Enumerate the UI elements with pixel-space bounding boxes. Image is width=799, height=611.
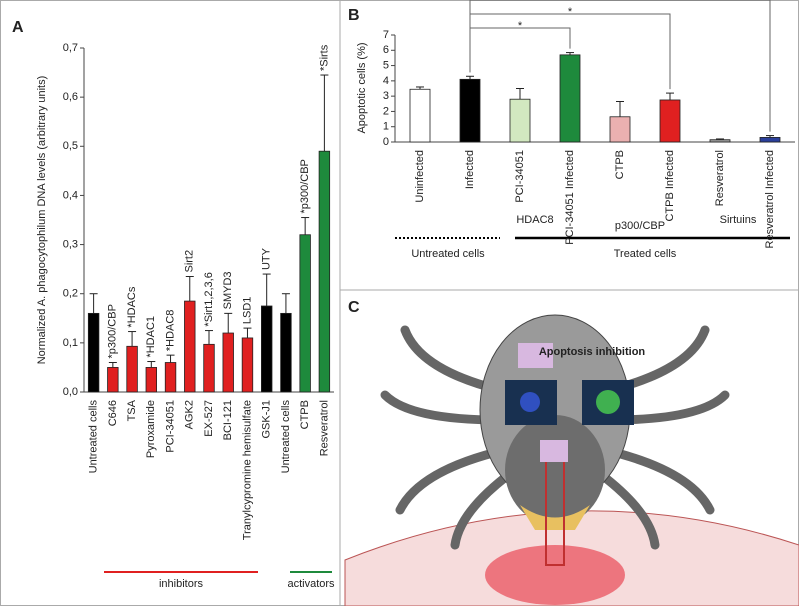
treatment-label: Untreated cells [411,248,485,260]
bar [709,139,731,143]
bar [509,98,531,143]
bracket-label: inhibitors [159,578,204,590]
x-tick-label: AGK2 [184,400,196,429]
y-axis-label: Normalized A. phagocytophilum DNA levels… [36,76,48,365]
x-tick-label: CTPB [299,400,311,429]
x-tick-label: Resveratrol [318,400,330,456]
y-tick-label: 3 [383,90,389,102]
x-tick-label: Infected [464,150,476,189]
annotation: *HDAC8 [164,310,176,352]
significance-label: * [518,20,523,32]
cell [596,390,620,414]
bar [609,116,631,143]
bar [184,300,196,393]
infected-cell [540,440,568,462]
bar [87,312,100,393]
annotation: *p300/CBP [299,159,311,213]
x-tick-label: BCI-121 [222,400,234,440]
y-axis-label: Apoptotic cells (%) [356,42,368,133]
bar [759,137,781,143]
x-tick-label: Pyroxamide [145,400,157,458]
cell [520,392,540,412]
bar [409,88,431,143]
treatment-label: Treated cells [614,248,677,260]
annotation: Sirt2 [184,250,196,273]
bar [203,343,215,393]
x-tick-label: EX-527 [203,400,215,437]
y-tick-label: 0,7 [63,42,78,54]
bar [659,99,681,143]
y-tick-label: 4 [383,75,389,87]
y-tick-label: 1 [383,121,389,133]
significance-bracket [469,0,771,132]
mouthparts [520,505,590,530]
x-tick-label: Untreated cells [88,400,100,474]
significance-label: * [568,6,573,18]
y-tick-label: 0,3 [63,238,78,250]
leg [600,445,715,515]
group-label: Sirtuins [720,214,757,226]
annotation: *HDAC1 [145,316,157,358]
tick-scutum [505,415,605,525]
y-tick-label: 6 [383,44,389,56]
blood-pool [485,545,625,605]
y-tick-label: 2 [383,105,389,117]
x-tick-label: PCI-34051 Infected [564,150,576,245]
x-tick-label: Uninfected [414,150,426,203]
x-tick-label: TSA [126,399,138,421]
y-tick-label: 0 [383,136,389,148]
x-tick-label: Resveratrol Infected [764,150,776,248]
bar [126,345,138,393]
x-tick-label: C646 [107,400,119,426]
y-tick-label: 5 [383,59,389,71]
bar [318,150,331,393]
bar [241,337,254,393]
bar [145,367,157,393]
annotation: *Sirts [318,44,330,71]
y-tick-label: 0,2 [63,288,78,300]
y-tick-label: 0,0 [63,386,78,398]
x-tick-label: PCI-34051 [164,400,176,453]
panel-label: C [348,299,360,316]
group-label: p300/CBP [615,220,665,232]
x-tick-label: CTPB [614,150,626,179]
x-tick-label: CTPB Infected [664,150,676,222]
bar [164,362,177,393]
bar [280,312,292,393]
annotation: *HDACs [126,286,138,327]
y-tick-label: 0,5 [63,140,78,152]
x-tick-label: GSK-J1 [261,400,273,439]
caption: Apoptosis inhibition [539,346,646,358]
panel-label: B [348,7,360,24]
annotation: *p300/CBP [107,304,119,358]
bar [299,234,311,393]
group-label: HDAC8 [516,214,553,226]
infected-cell [518,343,553,368]
bar [261,305,273,393]
bar [559,54,581,143]
tick-illustration: Apoptosis inhibition [344,314,799,607]
x-tick-label: Resveratrol [714,150,726,206]
y-tick-label: 0,4 [63,189,78,201]
x-tick-label: Untreated cells [280,400,292,474]
annotation: SMYD3 [222,271,234,309]
bar [222,332,234,393]
significance-label: * [618,0,623,4]
bar [459,78,481,143]
y-tick-label: 0,1 [63,337,78,349]
leg [395,445,510,515]
bracket-label: activators [287,578,335,590]
annotation: UTY [261,247,273,270]
y-tick-label: 0,6 [63,91,78,103]
x-tick-label: PCI-34051 [514,150,526,203]
annotation: *Sirt1,2,3,6 [203,272,215,326]
bar [107,367,119,393]
panel-label: A [12,19,24,36]
annotation: LSD1 [241,297,253,325]
x-tick-label: Tranylcypromine hemisulfate [241,400,253,540]
y-tick-label: 7 [383,29,389,41]
